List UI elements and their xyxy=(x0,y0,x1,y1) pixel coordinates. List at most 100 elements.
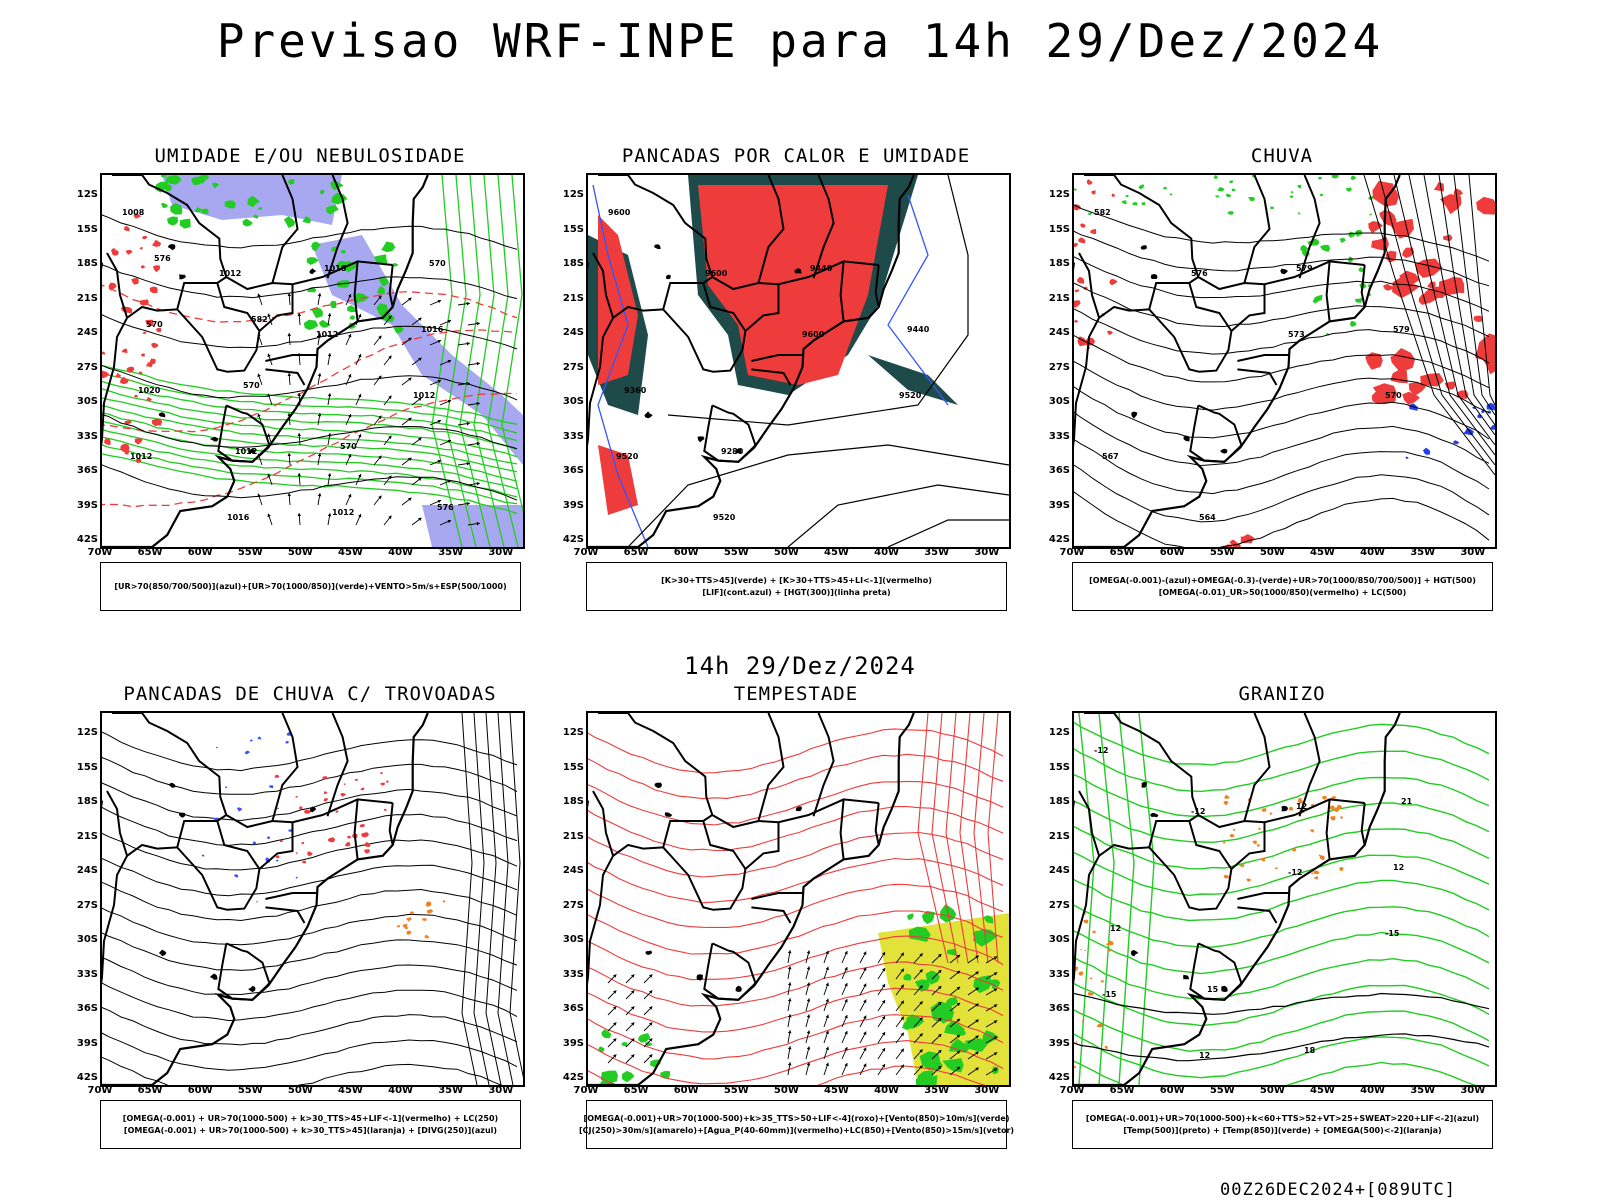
humidity-contour xyxy=(431,175,463,547)
contour-label: 1012 xyxy=(332,508,354,517)
thickness-line xyxy=(142,331,147,335)
political-border xyxy=(388,802,394,846)
omega-area xyxy=(1075,969,1078,971)
omega-area xyxy=(1246,878,1252,882)
omega-area xyxy=(1089,992,1094,996)
political-border xyxy=(662,282,747,373)
storm-area xyxy=(360,787,365,791)
contour-label: 567 xyxy=(1102,452,1119,461)
contour-label: -12 xyxy=(1191,807,1205,816)
wind-area xyxy=(990,979,1001,990)
wind-vector-head xyxy=(825,1030,829,1035)
political-border xyxy=(353,261,359,322)
contour-label: 12 xyxy=(1393,863,1404,872)
rain-area xyxy=(1453,440,1460,445)
omega-area xyxy=(1298,798,1303,801)
wind-vector-head xyxy=(297,393,302,397)
rain-area xyxy=(1169,193,1173,196)
political-border xyxy=(757,175,785,284)
latitude-label: 18S xyxy=(1048,258,1070,269)
contour-label: 1016 xyxy=(421,325,444,334)
humidity-area xyxy=(422,505,523,547)
streamline xyxy=(1074,230,1490,287)
storm-area xyxy=(275,855,280,859)
political-border xyxy=(106,252,129,319)
political-border xyxy=(1298,713,1321,817)
omega-area xyxy=(1260,857,1266,862)
wind-vector-head xyxy=(358,394,362,398)
wind-vector-head xyxy=(358,314,362,318)
wind-vector-head xyxy=(317,293,322,297)
political-border xyxy=(1189,404,1243,463)
omega-area xyxy=(1092,930,1096,934)
wind-vector-head xyxy=(257,373,261,378)
streamline xyxy=(1438,175,1495,426)
rain-area xyxy=(1348,231,1356,238)
humidity-area xyxy=(194,207,203,213)
thickness-line xyxy=(120,443,130,453)
wind-vector-head xyxy=(806,1030,811,1034)
wind-vector-head xyxy=(408,377,412,381)
water-contour xyxy=(588,806,1004,852)
thickness-line xyxy=(126,366,135,373)
thickness-line xyxy=(123,225,130,232)
thickness-line xyxy=(133,213,142,219)
temp850-contour xyxy=(1074,825,1490,870)
rain-area xyxy=(1214,175,1218,180)
thickness-line xyxy=(149,358,156,365)
longitude-label: 55W xyxy=(237,547,263,558)
omega-area xyxy=(1078,971,1084,976)
longitude-label: 55W xyxy=(723,1085,749,1096)
thickness-line xyxy=(111,250,119,256)
humidity-area xyxy=(257,207,262,210)
wind-vector-head xyxy=(327,513,332,517)
latitude-label: 24S xyxy=(562,327,584,338)
humidity-area xyxy=(381,241,396,253)
wind-vector-head xyxy=(466,301,470,306)
thickness-line xyxy=(156,327,162,333)
wind-vector-head xyxy=(437,299,442,304)
rain-area xyxy=(1111,193,1115,197)
wind-vector-head xyxy=(388,475,392,480)
streamline xyxy=(497,713,514,1085)
temp850-contour xyxy=(1074,1033,1490,1079)
instability-area xyxy=(426,909,434,914)
wind-area xyxy=(958,1029,966,1036)
lake xyxy=(665,274,671,280)
latitude-label: 39S xyxy=(76,1037,98,1049)
pressure-contour xyxy=(102,414,518,450)
latitude-label: 18S xyxy=(1048,796,1070,807)
wind-area xyxy=(906,1014,925,1030)
wind-vector-head xyxy=(919,1033,923,1037)
streamline xyxy=(1363,175,1495,476)
wind-vector-head xyxy=(437,379,442,384)
contour-label: 1012 xyxy=(130,452,152,461)
wind-vector-head xyxy=(919,953,923,957)
longitude-label: 35W xyxy=(924,547,950,558)
longitude-label: 70W xyxy=(87,547,113,558)
longitude-label: 40W xyxy=(874,1085,900,1096)
wind-vector-head xyxy=(447,359,452,364)
water-contour xyxy=(588,910,1004,955)
wind-vector-head xyxy=(287,373,292,377)
storm-area xyxy=(386,780,389,783)
wind-vector-head xyxy=(900,968,904,973)
humidity-area xyxy=(312,235,523,465)
rain-area xyxy=(1074,319,1079,323)
thickness-line xyxy=(145,319,154,327)
omega-area xyxy=(1100,980,1104,983)
humidity-contour xyxy=(102,397,518,458)
streamline xyxy=(102,858,518,897)
longitude-label: 60W xyxy=(673,547,699,558)
streamline xyxy=(102,907,518,946)
wind-vector-head xyxy=(630,1006,635,1010)
streamline xyxy=(1453,175,1495,416)
longitude-label: 65W xyxy=(137,547,163,558)
wind-vector-head xyxy=(993,988,998,992)
longitude-label: 70W xyxy=(87,1085,113,1096)
humidity-area xyxy=(392,263,399,267)
political-border xyxy=(1078,252,1101,319)
contour-label: 9440 xyxy=(810,264,833,273)
longitude-label: 35W xyxy=(924,1085,950,1096)
rain-area xyxy=(1297,212,1301,215)
